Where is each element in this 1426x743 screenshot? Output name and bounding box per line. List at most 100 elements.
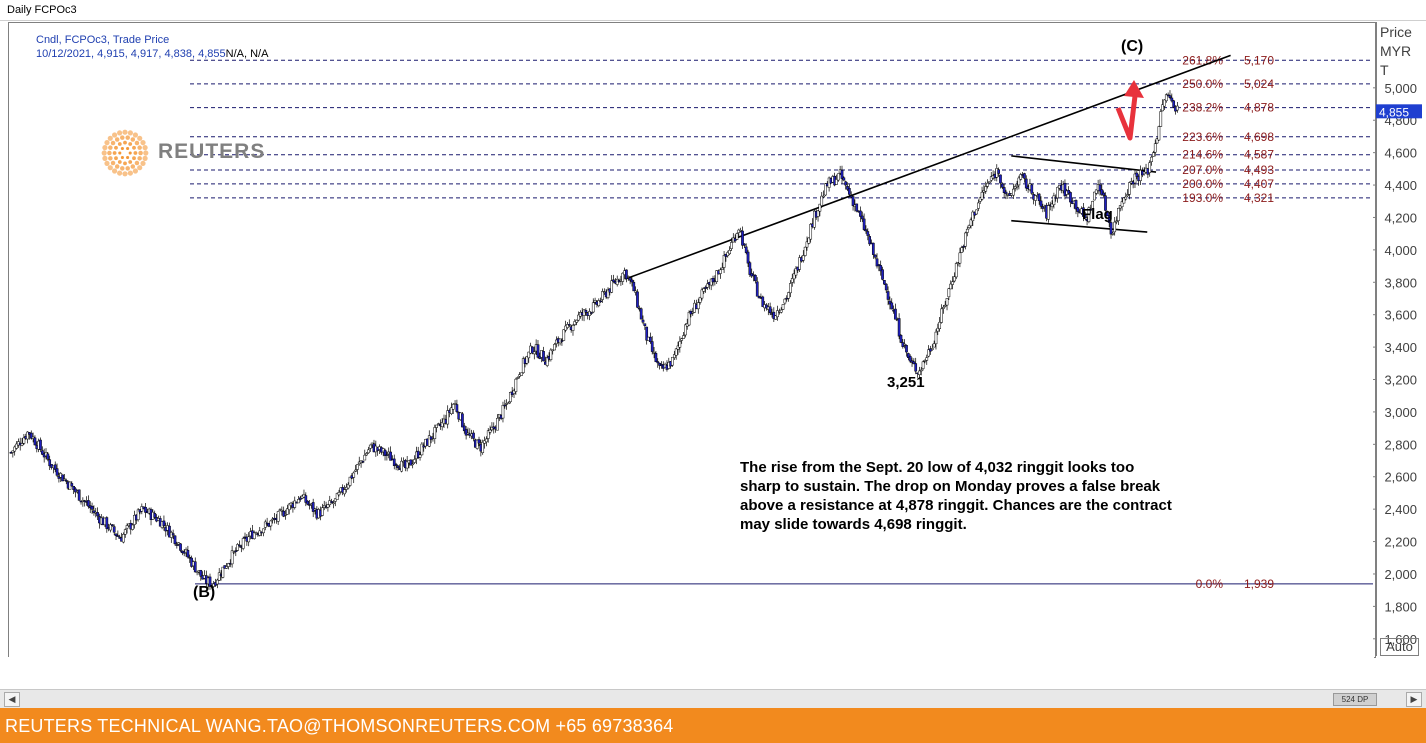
logo-dot [117, 170, 123, 176]
candle [1050, 200, 1054, 212]
candle [396, 465, 400, 471]
candle [809, 223, 813, 243]
candle [1176, 101, 1179, 113]
candle [472, 430, 475, 442]
candle [610, 275, 614, 294]
candle [254, 531, 258, 535]
candle [221, 566, 225, 579]
scroll-thumb[interactable]: 524 DP [1333, 693, 1377, 706]
candle [1142, 166, 1146, 176]
candle [123, 528, 127, 538]
flag-lower [1011, 219, 1148, 233]
auto-scale-button[interactable]: Auto [1380, 638, 1419, 656]
candle [1148, 160, 1152, 177]
candle [346, 482, 350, 490]
footer-text: REUTERS TECHNICAL WANG.TAO@THOMSONREUTER… [5, 716, 674, 736]
logo-dot [137, 156, 142, 161]
candle [877, 264, 881, 272]
candle [477, 436, 481, 447]
candle [496, 414, 499, 431]
logo-dot [112, 168, 118, 174]
candle [943, 300, 947, 308]
logo-dot [120, 146, 124, 151]
candle [297, 495, 300, 504]
horizontal-scrollbar[interactable]: ◀ 524 DP ▶ [0, 689, 1426, 708]
candle [639, 307, 643, 320]
candle [560, 338, 564, 346]
candle [542, 346, 545, 362]
candle [783, 298, 787, 305]
logo-dot [102, 145, 108, 151]
candle [263, 519, 267, 531]
candle [33, 435, 37, 446]
candle [280, 506, 284, 516]
last-price-label: 4,855 [1379, 105, 1409, 119]
fib-pct-7: 193.0% [1182, 191, 1223, 205]
candle [676, 341, 680, 355]
last-price-marker [1376, 104, 1422, 119]
candle [696, 298, 700, 314]
logo-dot [138, 150, 143, 156]
scroll-right-icon[interactable]: ▶ [1406, 692, 1422, 707]
candle [890, 298, 894, 310]
candle [903, 339, 907, 349]
candle [481, 439, 485, 455]
candle [306, 500, 310, 506]
candle [507, 401, 510, 405]
candle [652, 347, 656, 359]
candle [945, 298, 949, 311]
logo-dot [126, 155, 130, 160]
candle [873, 254, 877, 260]
scroll-left-icon[interactable]: ◀ [4, 692, 20, 707]
price-axis-panel[interactable] [1376, 22, 1426, 656]
candle [698, 296, 702, 305]
candle [958, 247, 962, 268]
logo-dot [127, 170, 133, 176]
ytick-label-14: 4,400 [1384, 178, 1417, 193]
candle [74, 487, 77, 498]
candle [485, 436, 488, 447]
candle [755, 277, 759, 297]
candle [1089, 204, 1093, 214]
candle [997, 167, 1000, 177]
candle [1024, 175, 1028, 192]
candle [333, 498, 337, 507]
candle [601, 288, 604, 303]
candle [508, 391, 512, 404]
candle [171, 529, 175, 540]
candle [337, 489, 341, 497]
candle [798, 254, 801, 272]
candle [354, 464, 357, 473]
logo-dot [133, 151, 138, 155]
candle [1087, 206, 1091, 224]
candle [971, 210, 975, 226]
candle [988, 181, 991, 184]
projection-arrowhead-icon [1124, 80, 1144, 98]
candle [715, 270, 719, 284]
logo-dot [122, 129, 128, 135]
candle [48, 455, 52, 471]
candle [781, 304, 785, 311]
candle [394, 462, 398, 471]
candle [919, 367, 923, 376]
candle [886, 286, 890, 306]
ytick-label-11: 3,800 [1384, 275, 1417, 290]
candle [632, 280, 636, 292]
candle [960, 245, 964, 253]
candle [1098, 179, 1102, 196]
time-axis[interactable] [8, 657, 1374, 690]
candle [516, 376, 520, 380]
logo-dot [125, 135, 130, 140]
candle [326, 503, 330, 512]
candle [871, 242, 875, 259]
candle [140, 503, 144, 515]
candle [706, 279, 709, 290]
logo-dot [117, 142, 122, 146]
candle [643, 323, 647, 330]
ytick-label-13: 4,200 [1384, 210, 1417, 225]
candle [671, 356, 674, 367]
candle [742, 243, 746, 249]
candle [1107, 211, 1111, 228]
candle [588, 308, 591, 321]
